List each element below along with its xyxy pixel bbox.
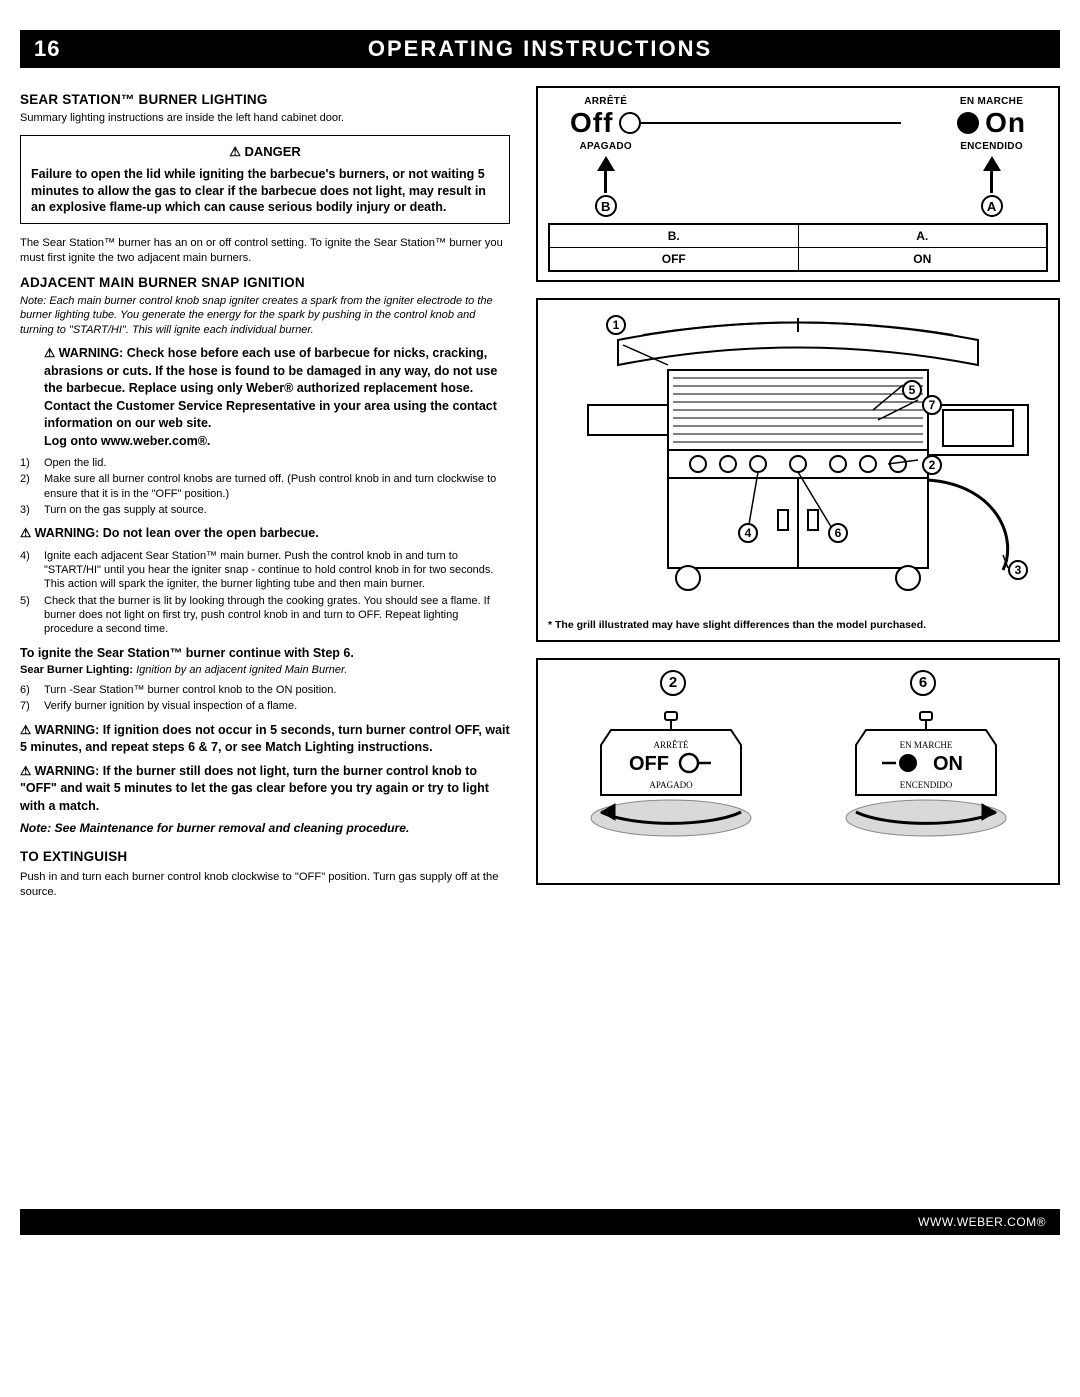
- onoff-table: B. A. OFF ON: [548, 223, 1048, 272]
- warning-still-no-light: ⚠ WARNING: If the burner still does not …: [20, 763, 510, 816]
- danger-heading: ⚠ DANGER: [31, 144, 499, 160]
- knob-off-es: APAGADO: [649, 780, 693, 790]
- content-columns: SEAR STATION™ BURNER LIGHTING Summary li…: [20, 86, 1060, 909]
- on-label-es: ENCENDIDO: [957, 141, 1026, 152]
- callout-2: 2: [922, 455, 942, 475]
- circle-a: A: [981, 195, 1003, 217]
- step-6: 6)Turn -Sear Station™ burner control kno…: [20, 683, 510, 697]
- step-3: 3)Turn on the gas supply at source.: [20, 503, 510, 517]
- off-label-big: Off: [570, 109, 613, 137]
- steps-list-b: 4)Ignite each adjacent Sear Station™ mai…: [20, 549, 510, 637]
- cell-b-val: OFF: [549, 248, 798, 272]
- section-adjacent-heading: ADJACENT MAIN BURNER SNAP IGNITION: [20, 275, 510, 290]
- header-bar: 16 OPERATING INSTRUCTIONS: [20, 30, 1060, 68]
- sear-note-body: Ignition by an adjacent ignited Main Bur…: [133, 664, 347, 676]
- warning-hose: ⚠ WARNING: Check hose before each use of…: [44, 345, 510, 450]
- knob-off-big: OFF: [629, 753, 669, 775]
- grill-illustration: [548, 310, 1048, 610]
- knob-left-number: 2: [660, 670, 686, 696]
- callout-4: 4: [738, 523, 758, 543]
- section-extinguish-heading: TO EXTINGUISH: [20, 849, 510, 864]
- page-title: OPERATING INSTRUCTIONS: [20, 36, 1060, 62]
- circle-b: B: [595, 195, 617, 217]
- on-knob-icon: [957, 112, 979, 134]
- callout-5: 5: [902, 380, 922, 400]
- on-off-diagram: ARRÊTÉ Off APAGADO B EN MARCHE: [536, 86, 1060, 282]
- step-1: 1)Open the lid.: [20, 456, 510, 470]
- knob-on-es: ENCENDIDO: [899, 780, 952, 790]
- off-label-es: APAGADO: [570, 141, 641, 152]
- off-column: ARRÊTÉ Off APAGADO B: [570, 96, 641, 217]
- knob-on-fr: EN MARCHE: [899, 740, 952, 750]
- danger-body: Failure to open the lid while igniting t…: [31, 166, 499, 215]
- section-sear-heading: SEAR STATION™ BURNER LIGHTING: [20, 92, 510, 107]
- arrow-b-icon: [597, 156, 615, 171]
- maintenance-note: Note: See Maintenance for burner removal…: [20, 821, 510, 837]
- callout-3: 3: [1008, 560, 1028, 580]
- left-column: SEAR STATION™ BURNER LIGHTING Summary li…: [20, 86, 510, 909]
- cell-a-head: A.: [798, 224, 1047, 248]
- callout-7: 7: [922, 395, 942, 415]
- knob-off-fr: ARRÊTÉ: [653, 740, 689, 750]
- step-5: 5)Check that the burner is lit by lookin…: [20, 594, 510, 637]
- on-column: EN MARCHE On ENCENDIDO A: [957, 96, 1026, 217]
- warning-5sec: ⚠ WARNING: If ignition does not occur in…: [20, 722, 510, 757]
- cell-a-val: ON: [798, 248, 1047, 272]
- callout-6: 6: [828, 523, 848, 543]
- grill-footnote: * The grill illustrated may have slight …: [548, 619, 1048, 632]
- knob-on-diagram: EN MARCHE ON ENCENDIDO: [806, 700, 1046, 865]
- connector-line: [641, 122, 901, 124]
- knob-pair-diagram: 2 6 ARRÊTÉ OFF: [536, 658, 1060, 885]
- knob-off-diagram: ARRÊTÉ OFF APAGADO: [551, 700, 791, 865]
- knob-on-big: ON: [933, 753, 963, 775]
- extinguish-body: Push in and turn each burner control kno…: [20, 870, 510, 899]
- adjacent-note: Note: Each main burner control knob snap…: [20, 294, 510, 337]
- warning-lean: ⚠ WARNING: Do not lean over the open bar…: [20, 525, 510, 543]
- onoff-row: ARRÊTÉ Off APAGADO B EN MARCHE: [548, 96, 1048, 217]
- on-label-fr: EN MARCHE: [957, 96, 1026, 107]
- subhead-ignite-sear: To ignite the Sear Station™ burner conti…: [20, 645, 510, 661]
- grill-diagram-box: 1 5 7 2 4 6 3 * The grill illustrated ma…: [536, 298, 1060, 642]
- on-label-big: On: [985, 109, 1026, 137]
- off-knob-icon: [619, 112, 641, 134]
- warning-hose-text: ⚠ WARNING: Check hose before each use of…: [44, 346, 497, 430]
- step-4: 4)Ignite each adjacent Sear Station™ mai…: [20, 549, 510, 592]
- step-2: 2)Make sure all burner control knobs are…: [20, 472, 510, 501]
- off-label-fr: ARRÊTÉ: [570, 96, 641, 107]
- steps-list-a: 1)Open the lid. 2)Make sure all burner c…: [20, 456, 510, 517]
- danger-box: ⚠ DANGER Failure to open the lid while i…: [20, 135, 510, 224]
- steps-list-c: 6)Turn -Sear Station™ burner control kno…: [20, 683, 510, 714]
- warning-hose-url: Log onto www.weber.com®.: [44, 434, 210, 448]
- callout-1: 1: [606, 315, 626, 335]
- cell-b-head: B.: [549, 224, 798, 248]
- sear-burner-note: Sear Burner Lighting: Ignition by an adj…: [20, 663, 510, 677]
- knob-right-number: 6: [910, 670, 936, 696]
- footer-bar: WWW.WEBER.COM®: [20, 1209, 1060, 1235]
- step-7: 7)Verify burner ignition by visual inspe…: [20, 699, 510, 713]
- sear-subtext: Summary lighting instructions are inside…: [20, 111, 510, 125]
- right-column: ARRÊTÉ Off APAGADO B EN MARCHE: [536, 86, 1060, 909]
- arrow-a-icon: [983, 156, 1001, 171]
- sear-note-lead: Sear Burner Lighting:: [20, 664, 133, 676]
- footer-url: WWW.WEBER.COM®: [918, 1215, 1046, 1229]
- intro-paragraph: The Sear Station™ burner has an on or of…: [20, 236, 510, 265]
